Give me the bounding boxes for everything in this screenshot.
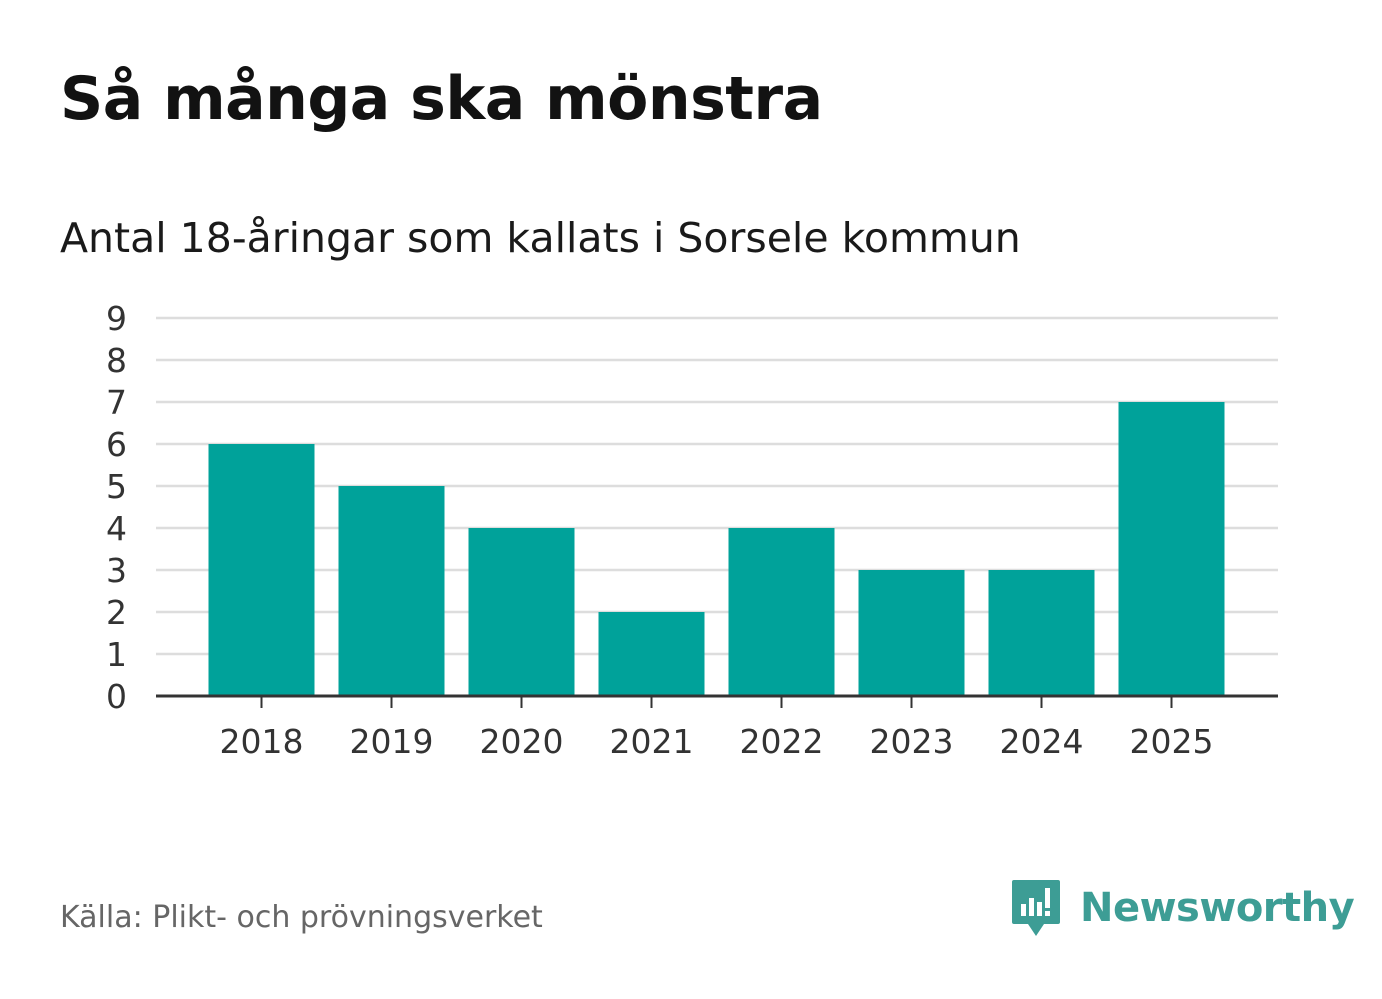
bar-2019 — [338, 486, 445, 696]
y-tick-label: 7 — [106, 383, 127, 422]
y-tick-label: 4 — [106, 509, 127, 548]
y-tick-label: 2 — [106, 593, 127, 632]
gridlines — [156, 316, 1278, 656]
y-tick-label: 8 — [106, 341, 127, 380]
x-tick-label: 2021 — [610, 722, 694, 761]
bar-2021 — [598, 612, 705, 696]
y-tick-label: 9 — [106, 299, 127, 338]
brand-name: Newsworthy — [1080, 885, 1355, 931]
newsworthy-logo-icon — [1012, 880, 1060, 936]
x-tick-label: 2025 — [1130, 722, 1214, 761]
y-tick-label: 6 — [106, 425, 127, 464]
bar-2025 — [1118, 402, 1225, 696]
bars — [208, 402, 1225, 696]
chart-subtitle: Antal 18-åringar som kallats i Sorsele k… — [60, 214, 1021, 262]
x-tick-label: 2020 — [480, 722, 564, 761]
x-axis-ticks: 2018 2019 2020 2021 2022 2023 2024 2025 — [220, 696, 1214, 761]
bar-2018 — [208, 444, 315, 696]
y-tick-label: 0 — [106, 677, 127, 716]
source-note: Källa: Plikt- och prövningsverket — [60, 900, 543, 935]
x-tick-label: 2024 — [1000, 722, 1084, 761]
y-tick-label: 3 — [106, 551, 127, 590]
x-tick-label: 2022 — [740, 722, 824, 761]
chart-title: Så många ska mönstra — [60, 64, 823, 134]
brand-logo: Newsworthy — [1010, 878, 1355, 938]
y-tick-label: 5 — [106, 467, 127, 506]
x-tick-label: 2023 — [870, 722, 954, 761]
x-tick-label: 2019 — [350, 722, 434, 761]
x-tick-label: 2018 — [220, 722, 304, 761]
bar-2023 — [858, 570, 965, 696]
bar-2022 — [728, 528, 835, 696]
y-tick-label: 1 — [106, 635, 127, 674]
bar-2020 — [468, 528, 575, 696]
bar-2024 — [988, 570, 1095, 696]
